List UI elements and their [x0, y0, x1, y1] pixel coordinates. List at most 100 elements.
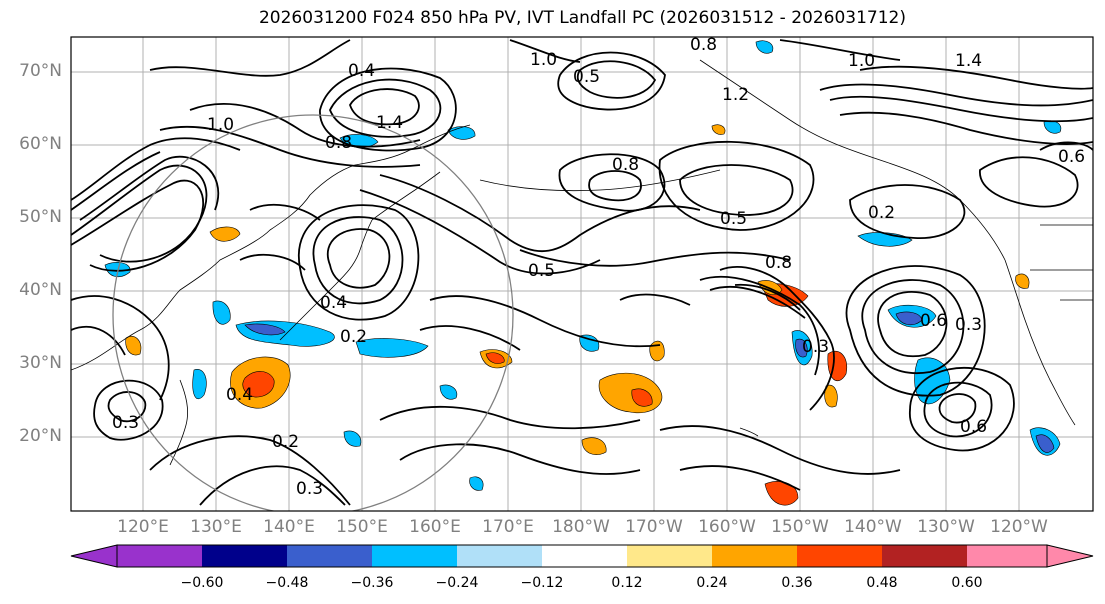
colorbar-tick-label: 0.48 [866, 575, 898, 591]
coast-na-west [1004, 259, 1076, 426]
contour-label: 0.2 [868, 203, 895, 223]
coast-hawaii [739, 427, 759, 437]
contour-label: 1.2 [722, 85, 749, 105]
shade-negative-125w-core [1035, 434, 1055, 453]
shade-positive-japan-core [242, 371, 275, 398]
contour-label: 1.0 [848, 51, 875, 71]
contour-label: 1.4 [376, 113, 403, 133]
contour-label: 0.8 [765, 253, 792, 273]
lon-label: 160°W [698, 517, 756, 537]
colorbar-swatch [457, 545, 542, 567]
shade-positive-ne [1015, 273, 1030, 289]
colorbar-tick-label: −0.60 [180, 575, 224, 591]
shade-negative-small-3 [469, 476, 484, 491]
colorbar-swatch [372, 545, 457, 567]
map-area: 0.4 0.5 0.8 1.0 1.4 1.2 0.2 0.3 0.6 0.5 … [71, 35, 1093, 511]
contour-label: 0.3 [112, 413, 139, 433]
contour-label: 0.3 [802, 337, 829, 357]
contour-label: 1.0 [207, 115, 234, 135]
contour-label: 0.8 [612, 155, 639, 175]
shade-positive-175w [581, 437, 607, 455]
coast-asia [71, 124, 471, 371]
lat-label: 50°N [19, 207, 62, 227]
colorbar-extend-low [70, 544, 118, 568]
colorbar-extend-high [1046, 544, 1094, 568]
contour-label: 0.5 [720, 209, 747, 229]
contour-label: 0.4 [348, 61, 375, 81]
shade-negative-180 [439, 384, 458, 400]
coastlines [71, 59, 1093, 466]
graticule [71, 37, 1093, 511]
shade-positive-170w [649, 340, 665, 362]
map-background [71, 37, 1093, 511]
colorbar-swatch [967, 545, 1047, 567]
colorbar-tick-label: 0.24 [696, 575, 728, 591]
contour-label: 0.2 [340, 327, 367, 347]
coast-japan [279, 219, 373, 341]
colorbar-tick-label: −0.24 [435, 575, 479, 591]
shade-negative-sea [192, 369, 207, 400]
shade-negative-alaska [755, 40, 774, 54]
shade-positive-korea [209, 226, 241, 242]
colorbar-tick-label: −0.48 [265, 575, 309, 591]
lat-label: 20°N [19, 426, 62, 446]
shade-negative-170w [579, 334, 600, 352]
chart-title: 2026031200 F024 850 hPa PV, IVT Landfall… [258, 8, 906, 28]
contour-label: 1.4 [955, 51, 982, 71]
colorbar-swatch [882, 545, 967, 567]
colorbar-tick-label: 0.12 [611, 575, 643, 591]
coast-borders [1030, 224, 1093, 301]
contour-label: 0.2 [272, 432, 299, 452]
lon-label: 180°W [552, 517, 610, 537]
shade-positive-155w [764, 481, 799, 506]
shade-positive-170e-core [485, 352, 505, 364]
colorbar-tick-label: 0.60 [951, 575, 983, 591]
lat-label: 40°N [19, 280, 62, 300]
lon-label: 130°W [917, 517, 975, 537]
lon-label: 150°E [336, 517, 388, 537]
shade-negative-130w [914, 357, 951, 405]
contour-label: 0.6 [1058, 147, 1085, 167]
colorbar-swatch [202, 545, 287, 567]
contour-label: 0.4 [320, 293, 347, 313]
coast-kuril [371, 171, 441, 221]
lat-label: 70°N [19, 61, 62, 81]
contour-label: 0.4 [226, 385, 253, 405]
contour-label: 0.6 [920, 311, 947, 331]
shade-positive-china [125, 335, 142, 356]
landfall-radius-circle [112, 114, 514, 511]
contour-label: 0.5 [573, 67, 600, 87]
colorbar-swatch [712, 545, 797, 567]
contour-label: 0.3 [296, 479, 323, 499]
map-frame [70, 36, 1094, 512]
shade-negative-small-1 [212, 300, 231, 325]
coast-alaska [699, 59, 1006, 261]
lon-label: 170°E [482, 517, 534, 537]
lon-label: 140°E [263, 517, 315, 537]
shade-negative-mid [355, 338, 429, 358]
colorbar-swatch [542, 545, 627, 567]
lon-label: 150°W [771, 517, 829, 537]
lat-label: 60°N [19, 134, 62, 154]
lat-label: 30°N [19, 353, 62, 373]
lon-label: 140°W [844, 517, 902, 537]
contour-label: 0.8 [690, 35, 717, 55]
contour-label: 0.5 [528, 261, 555, 281]
contour-label: 0.3 [955, 315, 982, 335]
colorbar-swatch [287, 545, 372, 567]
lon-label: 120°E [117, 517, 169, 537]
colorbar-swatch [117, 545, 202, 567]
colorbar [70, 544, 1094, 568]
colorbar-tick-label: −0.12 [520, 575, 564, 591]
contour-label: 1.0 [530, 50, 557, 70]
coast-aleutians [479, 169, 721, 192]
contour-label: 0.6 [960, 417, 987, 437]
shade-negative-china [104, 262, 131, 278]
contour-label: 0.8 [325, 133, 352, 153]
coast-philippines [169, 379, 188, 466]
shade-positive-160w-core [631, 388, 653, 407]
shade-negative-135w-core [895, 311, 923, 326]
lon-label: 170°W [625, 517, 683, 537]
shade-positive-bering [711, 124, 726, 135]
